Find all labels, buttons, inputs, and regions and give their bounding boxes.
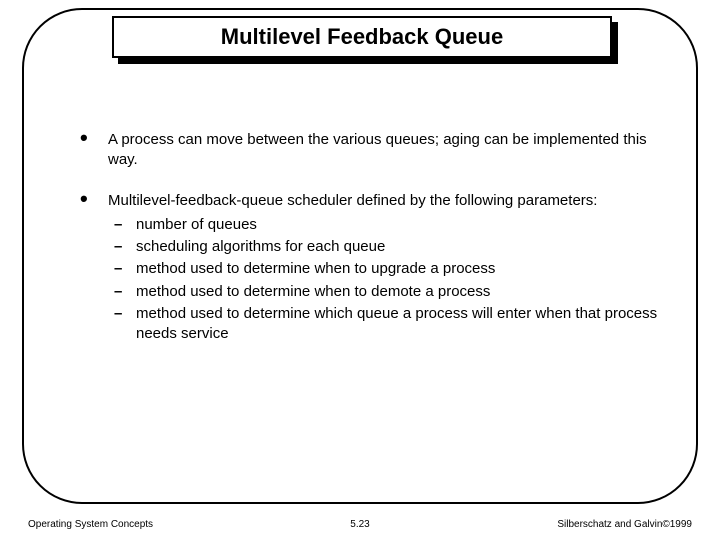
dash-marker-icon: – — [108, 304, 136, 324]
sub-text: number of queues — [136, 215, 257, 235]
slide-title: Multilevel Feedback Queue — [221, 24, 503, 50]
dash-marker-icon: – — [108, 215, 136, 235]
sub-text: method used to determine which queue a p… — [136, 304, 660, 345]
title-box: Multilevel Feedback Queue — [112, 16, 612, 58]
footer: Operating System Concepts 5.23 Silbersch… — [0, 512, 720, 530]
sub-item: – number of queues — [108, 215, 660, 235]
slide: Multilevel Feedback Queue • A process ca… — [0, 0, 720, 540]
bullet-text: A process can move between the various q… — [108, 130, 660, 171]
sub-text: method used to determine when to demote … — [136, 282, 490, 302]
dash-marker-icon: – — [108, 259, 136, 279]
sub-text: method used to determine when to upgrade… — [136, 259, 495, 279]
sub-item: – method used to determine when to demot… — [108, 282, 660, 302]
bullet-item: • Multilevel-feedback-queue scheduler de… — [80, 191, 660, 345]
footer-right: Silberschatz and Galvin©1999 — [557, 519, 692, 530]
bullet-text: Multilevel-feedback-queue scheduler defi… — [108, 191, 660, 345]
sub-item: – method used to determine when to upgra… — [108, 259, 660, 279]
bullet-marker-icon: • — [80, 130, 108, 146]
content-area: • A process can move between the various… — [80, 130, 660, 364]
bullet-marker-icon: • — [80, 191, 108, 207]
dash-marker-icon: – — [108, 237, 136, 257]
sub-item: – method used to determine which queue a… — [108, 304, 660, 345]
bullet-lead-text: Multilevel-feedback-queue scheduler defi… — [108, 192, 597, 209]
sublist: – number of queues – scheduling algorith… — [108, 215, 660, 345]
dash-marker-icon: – — [108, 282, 136, 302]
sub-text: scheduling algorithms for each queue — [136, 237, 385, 257]
sub-item: – scheduling algorithms for each queue — [108, 237, 660, 257]
bullet-item: • A process can move between the various… — [80, 130, 660, 171]
